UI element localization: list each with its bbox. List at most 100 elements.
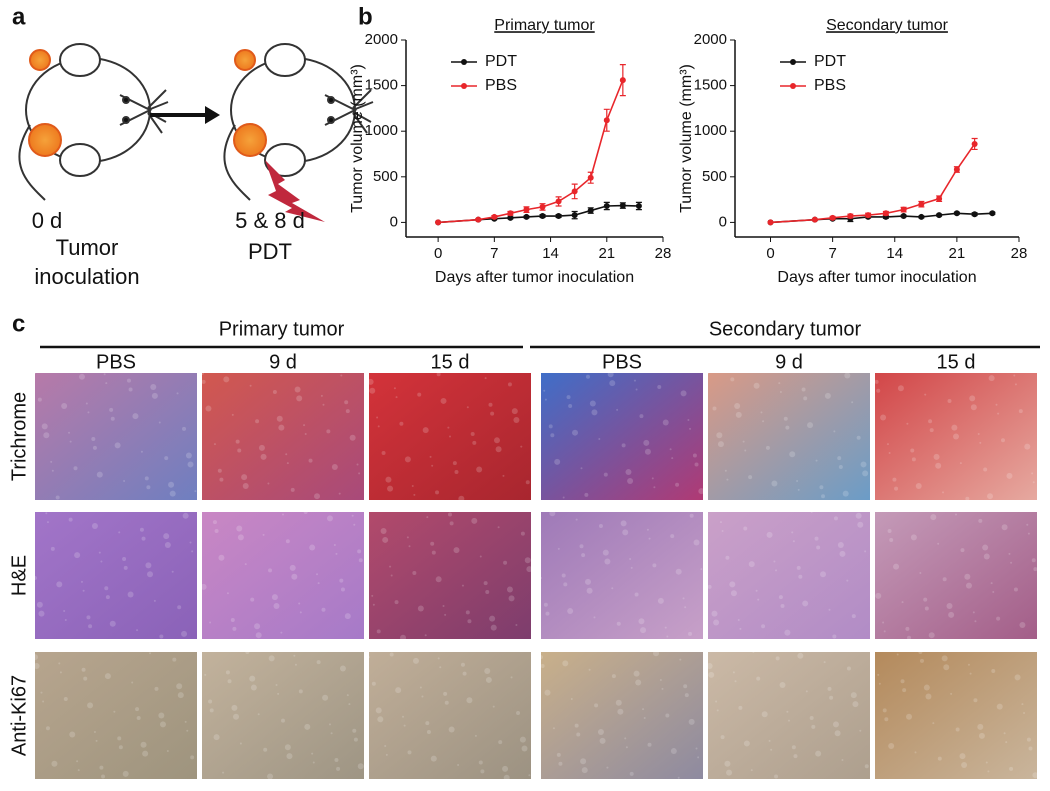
data-point (900, 213, 907, 220)
data-point (811, 216, 818, 223)
tissue-texture (1013, 587, 1018, 592)
tissue-texture (550, 433, 555, 438)
tissue-texture (1027, 532, 1030, 535)
tissue-texture (190, 755, 195, 760)
tissue-texture (643, 717, 646, 720)
tissue-texture (1008, 552, 1011, 555)
tissue-texture (798, 574, 803, 579)
tissue-texture (883, 630, 886, 633)
tissue-texture (507, 382, 512, 387)
tissue-texture (783, 416, 788, 421)
tissue-texture (466, 406, 469, 409)
tissue-texture (480, 769, 485, 774)
tissue-texture (838, 464, 843, 469)
data-point (619, 77, 626, 84)
tissue-texture (1019, 622, 1026, 629)
tissue-texture (490, 411, 495, 416)
tissue-texture (45, 512, 48, 515)
tissue-texture (258, 444, 265, 451)
tissue-texture (458, 495, 465, 502)
tissue-texture (737, 618, 740, 621)
y-tick-label: 2000 (365, 31, 398, 48)
tissue-texture (965, 496, 970, 501)
tissue-texture (41, 423, 48, 430)
tissue-texture (460, 662, 465, 667)
tissue-texture (959, 753, 966, 760)
tissue-texture (303, 510, 308, 514)
arrow-head (205, 106, 220, 124)
tissue-texture (525, 480, 530, 485)
tissue-texture (621, 443, 626, 448)
tissue-texture (268, 568, 273, 573)
data-point (587, 174, 594, 181)
tissue-texture (276, 415, 283, 422)
tissue-texture (842, 490, 849, 497)
tissue-texture (237, 448, 242, 453)
tissue-texture (385, 753, 388, 756)
data-point (491, 213, 498, 220)
data-point (971, 140, 978, 147)
histology-image (202, 512, 364, 639)
tissue-texture (856, 435, 861, 440)
tissue-texture (377, 425, 380, 428)
data-point (882, 210, 889, 217)
tissue-texture (642, 708, 645, 711)
tissue-texture (393, 387, 396, 390)
tissue-texture (833, 516, 838, 521)
tissue-texture (753, 382, 760, 389)
tissue-texture (855, 512, 862, 519)
tissue-texture (353, 737, 358, 742)
x-tick-label: 7 (828, 245, 836, 262)
tissue-texture (209, 708, 214, 713)
tissue-texture (586, 587, 593, 594)
tissue-texture (1006, 472, 1013, 479)
tissue-texture (136, 716, 141, 721)
tissue-texture (395, 687, 402, 694)
y-tick-label: 500 (373, 168, 398, 185)
tissue-texture (928, 419, 933, 424)
tissue-texture (346, 694, 349, 697)
tissue-texture (349, 434, 356, 441)
tissue-texture (430, 541, 435, 546)
tissue-texture (56, 581, 63, 588)
tissue-texture (902, 688, 907, 693)
tissue-texture (376, 416, 379, 419)
tissue-texture (955, 727, 960, 732)
tissue-texture (581, 767, 588, 774)
tissue-texture (715, 700, 718, 703)
tissue-texture (598, 438, 601, 441)
tissue-texture (95, 739, 98, 742)
tissue-texture (748, 561, 755, 568)
tissue-texture (561, 573, 566, 578)
tissue-texture (603, 472, 608, 477)
tissue-texture (339, 578, 344, 583)
tissue-texture (317, 582, 320, 585)
tissue-texture (151, 392, 158, 399)
tissue-texture (878, 682, 881, 685)
tissue-texture (574, 723, 579, 728)
tissue-texture (322, 403, 325, 406)
tissue-texture (412, 657, 419, 664)
tissue-texture (693, 539, 700, 546)
tissue-texture (827, 686, 832, 691)
tissue-texture (304, 432, 307, 435)
histology-image (35, 512, 197, 639)
histology-image (35, 652, 197, 779)
tissue-texture (568, 404, 573, 409)
tissue-texture (886, 443, 889, 446)
tissue-texture (683, 684, 688, 689)
tissue-texture (594, 703, 599, 708)
tissue-texture (448, 512, 452, 517)
tissue-texture (140, 450, 143, 453)
tissue-texture (249, 384, 252, 387)
tissue-texture (177, 692, 184, 699)
tissue-texture (502, 765, 509, 772)
tissue-texture (653, 650, 660, 657)
tissue-texture (815, 750, 822, 757)
tissue-texture (493, 437, 500, 444)
tissue-texture (109, 407, 114, 412)
tissue-texture (326, 515, 333, 522)
tissue-texture (104, 673, 111, 680)
histology-image (202, 652, 364, 779)
tissue-texture (470, 431, 475, 436)
